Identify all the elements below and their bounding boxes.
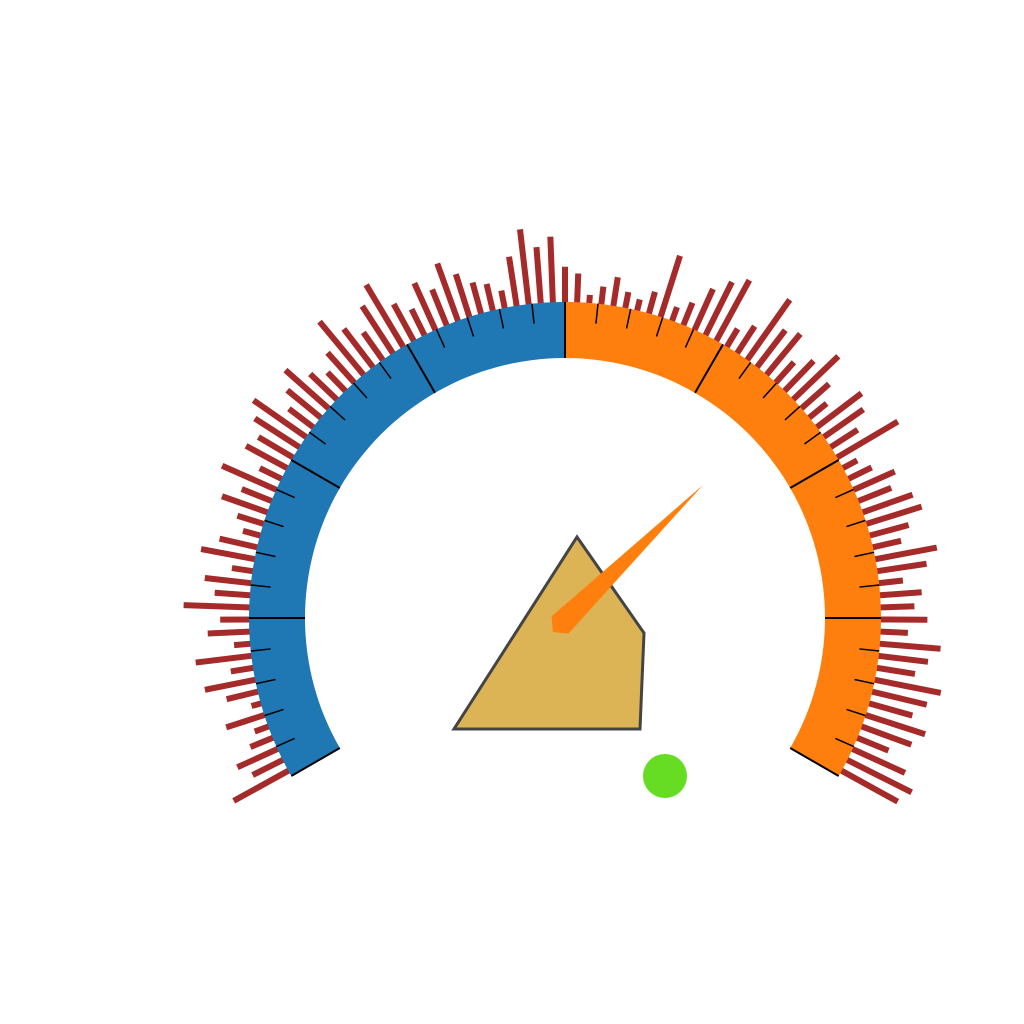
minor-tick — [835, 737, 854, 748]
gauge-tick-marks — [249, 302, 881, 777]
minor-tick — [804, 431, 822, 445]
minor-tick — [435, 329, 446, 348]
minor-tick — [264, 519, 284, 528]
minor-tick — [531, 303, 535, 324]
minor-tick — [378, 361, 392, 379]
minor-tick — [255, 678, 276, 685]
major-tick — [290, 747, 341, 777]
arc-low-segment — [248, 302, 565, 776]
minor-tick — [255, 551, 276, 558]
minor-tick — [276, 737, 295, 748]
minor-tick — [846, 708, 866, 717]
minor-tick — [498, 308, 505, 329]
minor-tick — [859, 648, 880, 652]
major-tick — [789, 747, 840, 777]
radial-bar — [517, 229, 534, 319]
radial-bar — [833, 751, 913, 795]
major-tick — [290, 459, 341, 489]
minor-tick — [329, 405, 346, 421]
gauge-arc-band — [248, 302, 881, 776]
minor-tick — [466, 317, 475, 337]
minor-tick — [762, 382, 778, 399]
minor-tick — [250, 584, 271, 588]
minor-tick — [655, 317, 664, 337]
minor-tick — [835, 488, 854, 499]
minor-tick — [684, 329, 695, 348]
minor-tick — [784, 405, 801, 421]
major-tick — [406, 343, 436, 394]
major-tick — [694, 343, 724, 394]
minor-tick — [250, 648, 271, 652]
radial-bar — [363, 283, 413, 361]
minor-tick — [859, 584, 880, 588]
minor-tick — [308, 431, 326, 445]
radial-bar — [736, 298, 793, 374]
radial-bar — [823, 419, 900, 468]
gauge-needle — [551, 485, 703, 634]
minor-tick — [738, 361, 752, 379]
major-tick — [789, 459, 840, 489]
indicator-dot — [643, 754, 687, 798]
minor-tick — [595, 303, 599, 324]
minor-tick — [264, 708, 284, 717]
minor-tick — [854, 678, 875, 685]
arc-high-segment — [565, 302, 881, 776]
minor-tick — [854, 551, 875, 558]
minor-tick — [276, 488, 295, 499]
minor-tick — [846, 519, 866, 528]
minor-tick — [625, 308, 632, 329]
minor-tick — [352, 382, 368, 399]
